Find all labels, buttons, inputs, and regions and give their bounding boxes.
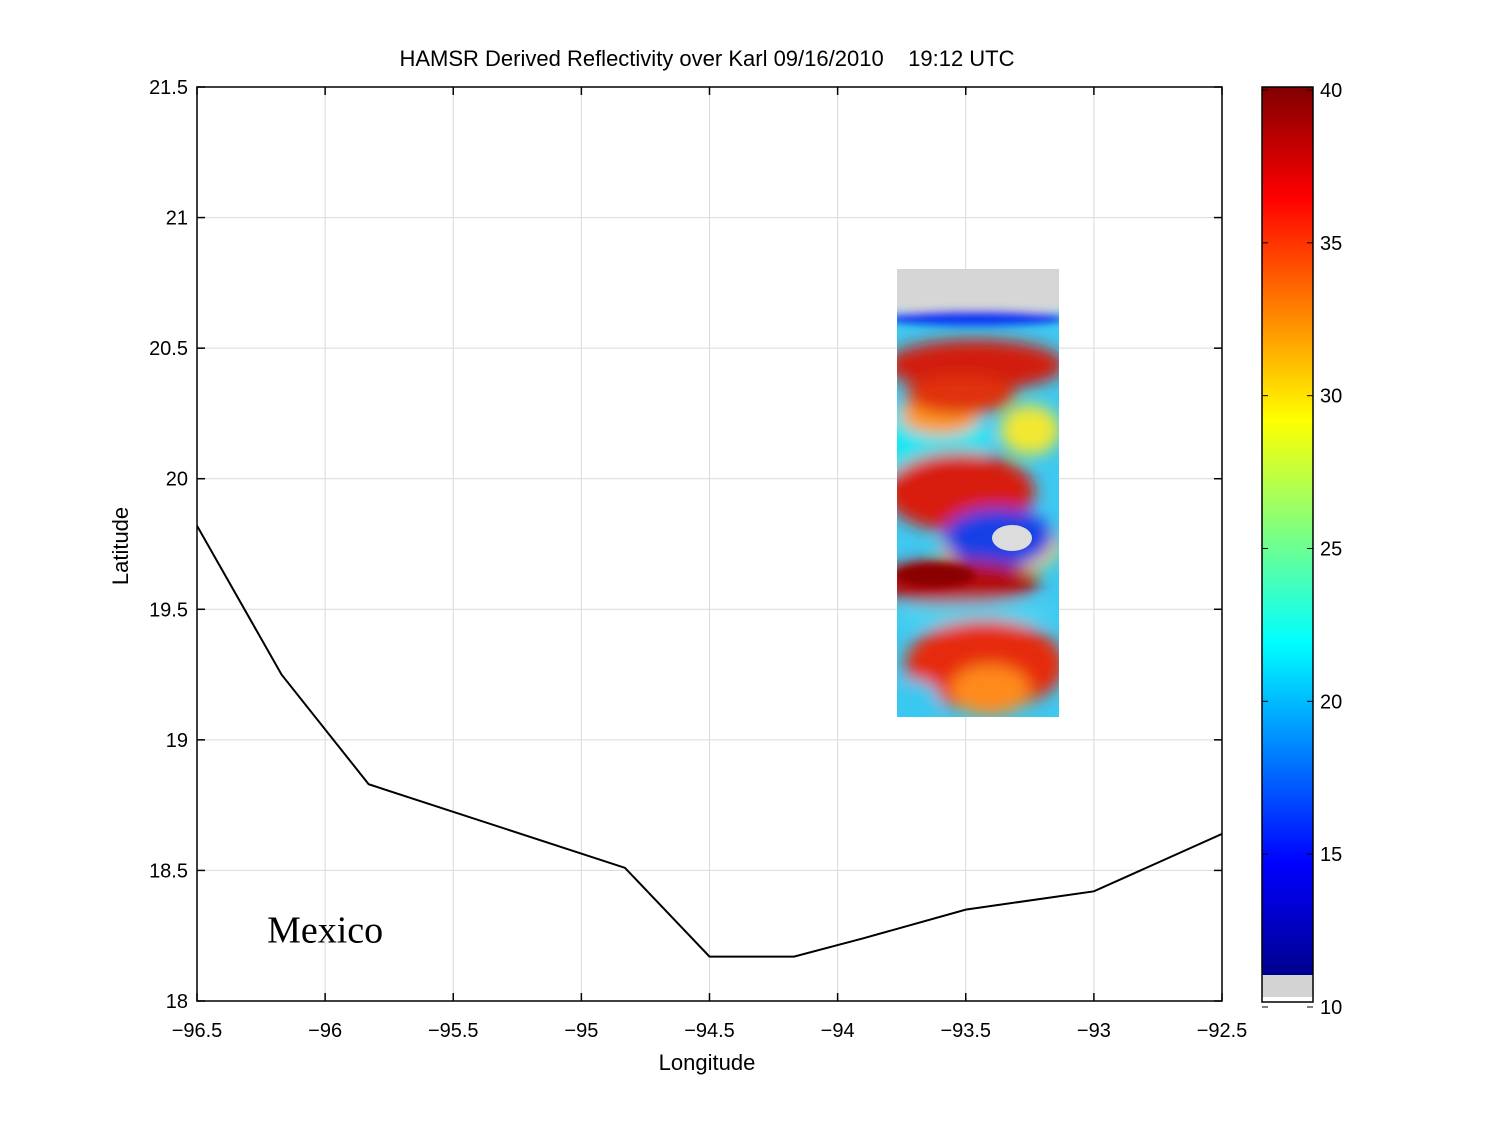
cyan-corner (897, 680, 940, 717)
eye-no-data (992, 525, 1032, 551)
colorbar-tick-label: 25 (1320, 539, 1342, 561)
x-tick-label: −96.5 (172, 1020, 223, 1042)
chart-title: HAMSR Derived Reflectivity over Karl 09/… (399, 46, 1014, 71)
y-tick-label: 19 (166, 730, 188, 752)
x-tick-label: −96 (308, 1020, 342, 1042)
y-tick-label: 18.5 (149, 860, 188, 882)
x-tick-label: −94 (821, 1020, 855, 1042)
y-tick-label: 21 (166, 208, 188, 230)
y-axis: 18 18.5 19 19.5 20 20.5 21 21.5 (149, 77, 1222, 1013)
y-tick-label: 20.5 (149, 338, 188, 360)
colorbar-gradient (1262, 87, 1313, 975)
coastline (197, 525, 1222, 958)
y-tick-label: 18 (166, 991, 188, 1013)
colorbar-tick-label: 40 (1320, 80, 1342, 102)
plot-area: Mexico (196, 86, 1223, 1002)
colorbar-tick-label: 10 (1320, 997, 1342, 1019)
colorbar-below-range (1262, 975, 1313, 997)
orange-core (950, 665, 1030, 715)
coastline-path (197, 525, 1222, 958)
rainband-north-2 (905, 375, 1015, 415)
colorbar-tick-label: 15 (1320, 844, 1342, 866)
x-axis: −96.5 −96 −95.5 −95 −94.5 −94 −93.5 −93 −92.5 (172, 87, 1248, 1042)
hamsr-swath (897, 269, 1059, 717)
x-tick-label: −94.5 (684, 1020, 735, 1042)
blue-edge (897, 310, 1059, 326)
y-axis-label: Latitude (108, 507, 133, 585)
x-tick-label: −93.5 (940, 1020, 991, 1042)
x-tick-label: −95 (564, 1020, 598, 1042)
dark-rain-core (897, 563, 975, 587)
colorbar: 10 15 20 25 30 35 40 (1261, 80, 1342, 1019)
yellow-patch (1000, 405, 1059, 455)
y-tick-label: 19.5 (149, 599, 188, 621)
x-axis-label: Longitude (659, 1050, 756, 1075)
colorbar-frame (1261, 86, 1314, 1003)
colorbar-tick-label: 20 (1320, 691, 1342, 713)
x-tick-label: −95.5 (428, 1020, 479, 1042)
x-tick-label: −93 (1077, 1020, 1111, 1042)
y-tick-label: 20 (166, 469, 188, 491)
colorbar-tick-label: 30 (1320, 386, 1342, 408)
no-data-top (897, 269, 1059, 312)
light-band (897, 603, 1055, 627)
colorbar-ticks: 10 15 20 25 30 35 40 (1262, 80, 1342, 1019)
y-tick-label: 21.5 (149, 77, 188, 99)
x-tick-label: −92.5 (1197, 1020, 1248, 1042)
colorbar-tick-label: 35 (1320, 233, 1342, 255)
region-label-mexico: Mexico (267, 909, 383, 951)
